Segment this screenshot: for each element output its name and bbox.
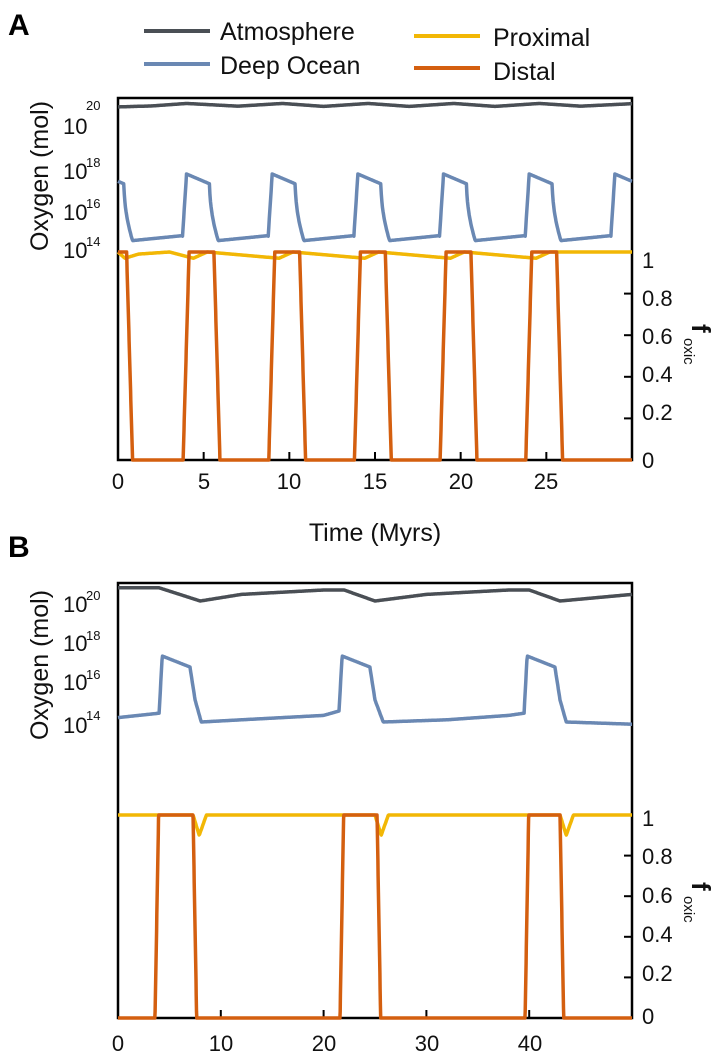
- x-tick-a-4: 20: [449, 469, 473, 494]
- plot-frame-b: [116, 581, 634, 1020]
- y-tick-a-0-base: 10: [63, 114, 87, 139]
- y-tick-b-1: 10: [63, 631, 87, 656]
- x-axis-label-a: Time (Myrs): [309, 519, 441, 547]
- y-tick-b-0-base: 10: [63, 592, 87, 617]
- y-tick-b-3: 10: [63, 713, 87, 738]
- x-tick-b-2: 20: [312, 1031, 336, 1056]
- right-tick-a-3: 0.4: [642, 362, 673, 387]
- x-tick-a-3: 15: [363, 469, 387, 494]
- y-tick-a-1-base: 10: [63, 159, 87, 184]
- series-a-distal: [116, 250, 634, 462]
- right-tick-a-0: 1: [642, 248, 654, 273]
- y-tick-a-0: 10: [63, 114, 87, 139]
- y-axis-label-b: Oxygen (mol): [26, 590, 54, 740]
- y-tick-b-3-exp: 14: [86, 708, 100, 723]
- y-tick-b-0: 10: [63, 592, 87, 617]
- series-b-atmosphere: [116, 586, 634, 603]
- right-tick-b-0: 1: [642, 806, 654, 831]
- right-tick-a-2: 0.6: [642, 324, 673, 349]
- x-tick-b-3: 30: [415, 1031, 439, 1056]
- panel-a: 10 20 10 18 10 16 10 14 Oxygen (mol) 1 0…: [26, 96, 716, 547]
- right-tick-b-5: 0: [642, 1004, 654, 1029]
- y-tick-b-1-base: 10: [63, 631, 87, 656]
- legend-label-proximal: Proximal: [493, 24, 590, 52]
- tick-marks-a: [117, 251, 632, 461]
- y-tick-a-2-exp: 16: [86, 196, 100, 211]
- y-tick-b-3-base: 10: [63, 713, 87, 738]
- y-tick-a-3-exp: 14: [86, 234, 100, 249]
- panel-b: 10 20 10 18 10 16 10 14 Oxygen (mol) 1 0…: [26, 581, 716, 1056]
- foxic-label-b: f oxic: [680, 882, 716, 923]
- series-a-atmosphere: [116, 101, 634, 109]
- y-tick-b-0-exp: 20: [86, 588, 100, 603]
- right-tick-a-5: 0: [642, 448, 654, 473]
- series-b-deep-ocean: [116, 654, 634, 726]
- y-tick-a-2-base: 10: [63, 200, 87, 225]
- y-tick-a-0-exp: 20: [86, 98, 100, 113]
- foxic-label-a: f oxic: [680, 324, 716, 365]
- right-tick-b-2: 0.6: [642, 883, 673, 908]
- series-a-deep-ocean: [116, 172, 634, 243]
- plot-frame-a: [116, 96, 634, 462]
- y-tick-a-1-exp: 18: [86, 155, 100, 170]
- foxic-f-a: f: [686, 324, 716, 333]
- series-b-distal: [116, 813, 634, 1020]
- x-tick-b-4: 40: [518, 1031, 542, 1056]
- y-tick-b-1-exp: 18: [86, 628, 100, 643]
- foxic-f-b: f: [686, 882, 716, 891]
- x-tick-a-0: 0: [112, 469, 124, 494]
- x-tick-a-5: 25: [534, 469, 558, 494]
- right-tick-b-4: 0.2: [642, 961, 673, 986]
- right-tick-a-1: 0.8: [642, 286, 673, 311]
- legend-label-atmosphere: Atmosphere: [220, 18, 355, 46]
- x-tick-a-1: 5: [198, 469, 210, 494]
- legend-label-deep-ocean: Deep Ocean: [220, 52, 360, 80]
- panel-letter-a: A: [8, 9, 30, 42]
- foxic-sub-b: oxic: [680, 896, 697, 923]
- legend: Atmosphere Deep Ocean Proximal Distal: [144, 18, 590, 86]
- legend-label-distal: Distal: [493, 58, 556, 86]
- right-tick-b-3: 0.4: [642, 922, 673, 947]
- y-tick-a-2: 10: [63, 200, 87, 225]
- y-tick-a-3-base: 10: [63, 238, 87, 263]
- y-tick-b-2-base: 10: [63, 670, 87, 695]
- series-group-a: [116, 101, 634, 462]
- x-tick-a-2: 10: [277, 469, 301, 494]
- x-tick-b-0: 0: [112, 1031, 124, 1056]
- series-group-b: [116, 586, 634, 1020]
- foxic-sub-a: oxic: [680, 338, 697, 365]
- y-tick-a-1: 10: [63, 159, 87, 184]
- y-tick-b-2-exp: 16: [86, 667, 100, 682]
- panel-letter-b: B: [8, 531, 30, 564]
- right-tick-b-1: 0.8: [642, 844, 673, 869]
- y-tick-b-2: 10: [63, 670, 87, 695]
- right-tick-a-4: 0.2: [642, 400, 673, 425]
- x-tick-b-1: 10: [209, 1031, 233, 1056]
- y-tick-a-3: 10: [63, 238, 87, 263]
- y-axis-label-a: Oxygen (mol): [26, 101, 54, 251]
